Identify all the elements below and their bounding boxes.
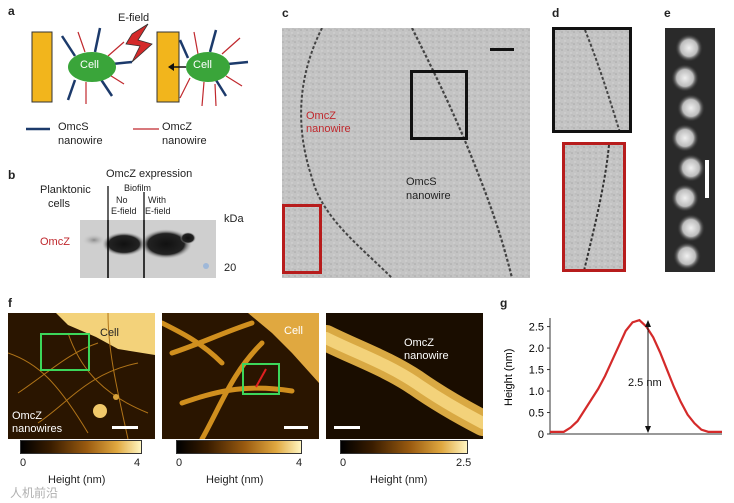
mw-20-label: 20 [224, 262, 237, 274]
y-tick-label: 1.5 [529, 365, 544, 377]
c-omcz-label-1: OmcZ [306, 110, 336, 122]
y-tick-label: 1.0 [529, 386, 544, 398]
cbar2-max: 4 [296, 457, 303, 469]
cbar1-label: Height (nm) [48, 474, 106, 486]
series-line [550, 318, 722, 433]
legend-omcz-label-2: nanowire [162, 135, 207, 147]
planktonic-label-2: cells [48, 198, 71, 210]
panel-label-e: e [664, 6, 671, 20]
y-tick-label: 0.5 [529, 408, 544, 420]
right-cell [186, 52, 230, 82]
f-cell-label-1: Cell [100, 327, 119, 339]
y-tick-label: 0 [538, 429, 544, 441]
legend-omcz-label-1: OmcZ [162, 121, 192, 133]
biofilm-label: Biofilm [124, 183, 152, 193]
afm1-scale-bar [112, 426, 138, 429]
height-arrow-top [645, 320, 651, 327]
with-label-2: E-field [145, 206, 171, 216]
c-omcs-label-2: nanowire [406, 190, 451, 202]
afm-image-2 [162, 313, 319, 439]
y-tick-label: 2.0 [529, 343, 544, 355]
height-profile-chart: 0 0.5 1.0 1.5 2.0 2.5 Height (nm) 2.5 nm [503, 318, 722, 441]
afm3-scale-bar [334, 426, 360, 429]
right-omcs-nanowires [178, 29, 249, 97]
afm-image-3 [326, 313, 483, 439]
zoom-box-red [282, 204, 322, 274]
panel-label-f: f [8, 296, 12, 310]
cryo-em-image [282, 28, 530, 278]
blot-omcz-label: OmcZ [40, 236, 70, 248]
no-label-1: No [116, 195, 128, 205]
panel-label-a: a [8, 4, 15, 18]
afm2-profile-line [255, 368, 267, 388]
afm-image-1 [8, 313, 155, 439]
planktonic-label-1: Planktonic [40, 184, 91, 196]
cbar3-min: 0 [340, 457, 347, 469]
cell-left-label: Cell [80, 59, 99, 71]
blot-lane-dividers [107, 186, 145, 220]
f-omcz-single-label-2: nanowire [404, 350, 449, 362]
no-label-2: E-field [111, 206, 137, 216]
western-blot [80, 220, 216, 278]
crop-omcz [562, 142, 626, 272]
f-omcz-nanowires-label-2: nanowires [12, 423, 63, 435]
efield-label: E-field [118, 12, 150, 24]
panel-label-c: c [282, 6, 289, 20]
f-omcz-nanowires-label-1: OmcZ [12, 410, 42, 422]
legend-omcs-label-1: OmcS [58, 121, 89, 133]
panel-label-b: b [8, 168, 16, 182]
lightning-icon [125, 23, 153, 63]
c-omcs-label-1: OmcS [406, 176, 437, 188]
colorbar-1 [20, 440, 142, 454]
height-arrow-bottom [645, 426, 651, 433]
blot-title: OmcZ expression [106, 168, 193, 180]
y-tick-label: 2.5 [529, 322, 544, 334]
cell-right-label: Cell [193, 59, 212, 71]
f-omcz-single-label-1: OmcZ [404, 337, 434, 349]
colorbar-3 [340, 440, 468, 454]
c-omcz-label-2: nanowire [306, 123, 351, 135]
e-scale-bar [705, 160, 709, 198]
cbar2-min: 0 [176, 457, 183, 469]
cbar1-max: 4 [134, 457, 141, 469]
legend-omcs-line [26, 127, 50, 131]
scale-bar [490, 48, 514, 51]
left-membrane [31, 31, 53, 103]
crop-omcs [552, 27, 632, 133]
panel-a-schematic [31, 23, 249, 107]
left-omcz-nanowires [77, 31, 125, 104]
nanowire-render [665, 28, 715, 272]
legend-omcs-label-2: nanowire [58, 135, 103, 147]
cbar2-label: Height (nm) [206, 474, 264, 486]
colorbar-2 [176, 440, 302, 454]
panel-label-d: d [552, 6, 560, 20]
afm2-scale-bar [284, 426, 308, 429]
cbar3-max: 2.5 [456, 457, 472, 469]
legend-omcz-line [133, 128, 159, 130]
cbar1-min: 0 [20, 457, 27, 469]
f-cell-label-2: Cell [284, 325, 303, 337]
y-axis-label: Height (nm) [503, 349, 515, 406]
height-annotation: 2.5 nm [628, 377, 662, 389]
kda-label: kDa [224, 213, 244, 225]
afm1-zoom-box [40, 333, 90, 371]
panel-label-g: g [500, 296, 508, 310]
arrow-head [168, 63, 174, 71]
with-label-1: With [148, 195, 166, 205]
afm2-zoom-box [242, 363, 280, 395]
left-cell [68, 52, 116, 82]
watermark: 人机前沿 [10, 486, 59, 500]
right-omcz-nanowires [179, 31, 243, 107]
zoom-box-black [410, 70, 468, 140]
cbar3-label: Height (nm) [370, 474, 428, 486]
